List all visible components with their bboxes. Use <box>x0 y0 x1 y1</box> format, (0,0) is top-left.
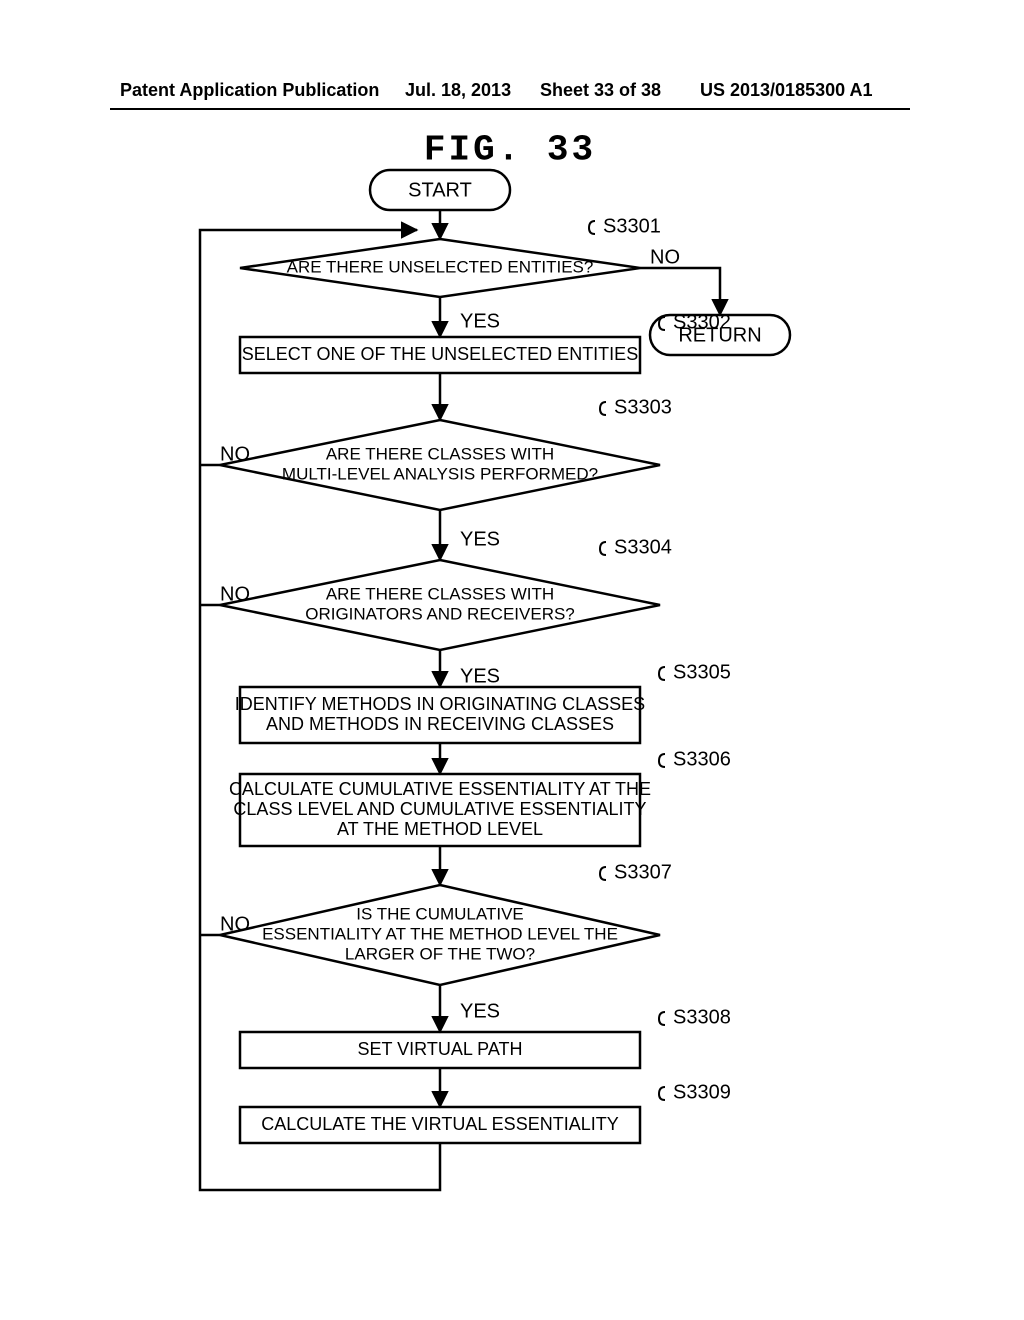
svg-text:LARGER OF THE TWO?: LARGER OF THE TWO? <box>345 944 535 963</box>
svg-text:CALCULATE THE VIRTUAL ESSENTIA: CALCULATE THE VIRTUAL ESSENTIALITY <box>261 1114 618 1134</box>
svg-text:YES: YES <box>460 1000 500 1022</box>
svg-text:ARE THERE CLASSES WITH: ARE THERE CLASSES WITH <box>326 444 554 463</box>
svg-text:IS THE CUMULATIVE: IS THE CUMULATIVE <box>356 904 524 923</box>
svg-text:S3305: S3305 <box>673 661 731 683</box>
svg-text:ARE THERE UNSELECTED ENTITIES?: ARE THERE UNSELECTED ENTITIES? <box>287 257 594 276</box>
header-rule <box>110 108 910 110</box>
svg-text:S3307: S3307 <box>614 861 672 883</box>
header-publication: Patent Application Publication <box>120 80 379 101</box>
svg-text:START: START <box>408 179 472 201</box>
patent-page: Patent Application Publication Jul. 18, … <box>0 0 1024 1320</box>
svg-text:CLASS LEVEL AND CUMULATIVE ESS: CLASS LEVEL AND CUMULATIVE ESSENTIALITY <box>233 799 646 819</box>
svg-text:S3302: S3302 <box>673 311 731 333</box>
svg-text:S3306: S3306 <box>673 748 731 770</box>
svg-text:YES: YES <box>460 310 500 332</box>
svg-text:S3304: S3304 <box>614 536 672 558</box>
header-date: Jul. 18, 2013 <box>405 80 511 101</box>
header-sheet: Sheet 33 of 38 <box>540 80 661 101</box>
header-docno: US 2013/0185300 A1 <box>700 80 872 101</box>
svg-text:SELECT ONE OF THE UNSELECTED E: SELECT ONE OF THE UNSELECTED ENTITIES <box>242 344 638 364</box>
svg-text:S3301: S3301 <box>603 215 661 237</box>
svg-text:CALCULATE CUMULATIVE ESSENTIAL: CALCULATE CUMULATIVE ESSENTIALITY AT THE <box>229 779 651 799</box>
svg-text:SET VIRTUAL PATH: SET VIRTUAL PATH <box>357 1039 522 1059</box>
svg-text:AND METHODS IN RECEIVING CLASS: AND METHODS IN RECEIVING CLASSES <box>266 714 614 734</box>
svg-text:NO: NO <box>220 583 250 605</box>
svg-text:S3308: S3308 <box>673 1006 731 1028</box>
svg-text:MULTI-LEVEL ANALYSIS PERFORMED: MULTI-LEVEL ANALYSIS PERFORMED? <box>282 464 598 483</box>
svg-text:IDENTIFY METHODS IN ORIGINATIN: IDENTIFY METHODS IN ORIGINATING CLASSES <box>235 694 645 714</box>
svg-text:NO: NO <box>220 913 250 935</box>
flowchart-figure: FIG. 33STARTRETURNARE THERE UNSELECTED E… <box>0 130 1024 1320</box>
svg-text:FIG. 33: FIG. 33 <box>424 130 596 171</box>
svg-text:NO: NO <box>650 246 680 268</box>
svg-text:ESSENTIALITY AT THE METHOD LEV: ESSENTIALITY AT THE METHOD LEVEL THE <box>262 924 618 943</box>
svg-text:S3303: S3303 <box>614 396 672 418</box>
svg-text:YES: YES <box>460 665 500 687</box>
svg-text:S3309: S3309 <box>673 1081 731 1103</box>
svg-text:AT THE METHOD LEVEL: AT THE METHOD LEVEL <box>337 819 543 839</box>
svg-text:YES: YES <box>460 528 500 550</box>
svg-text:NO: NO <box>220 443 250 465</box>
svg-text:ORIGINATORS AND RECEIVERS?: ORIGINATORS AND RECEIVERS? <box>305 604 575 623</box>
svg-text:ARE THERE CLASSES WITH: ARE THERE CLASSES WITH <box>326 584 554 603</box>
